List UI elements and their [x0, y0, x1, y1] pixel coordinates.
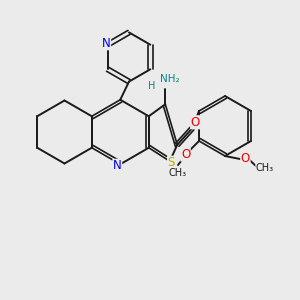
Text: O: O [241, 152, 250, 166]
Text: O: O [181, 148, 190, 161]
Text: N: N [113, 159, 122, 172]
Text: O: O [191, 116, 200, 129]
Text: CH₃: CH₃ [256, 163, 274, 173]
Text: CH₃: CH₃ [169, 168, 187, 178]
Text: S: S [168, 156, 175, 169]
Text: N: N [102, 37, 111, 50]
Text: NH₂: NH₂ [160, 74, 180, 84]
Text: H: H [148, 81, 155, 91]
